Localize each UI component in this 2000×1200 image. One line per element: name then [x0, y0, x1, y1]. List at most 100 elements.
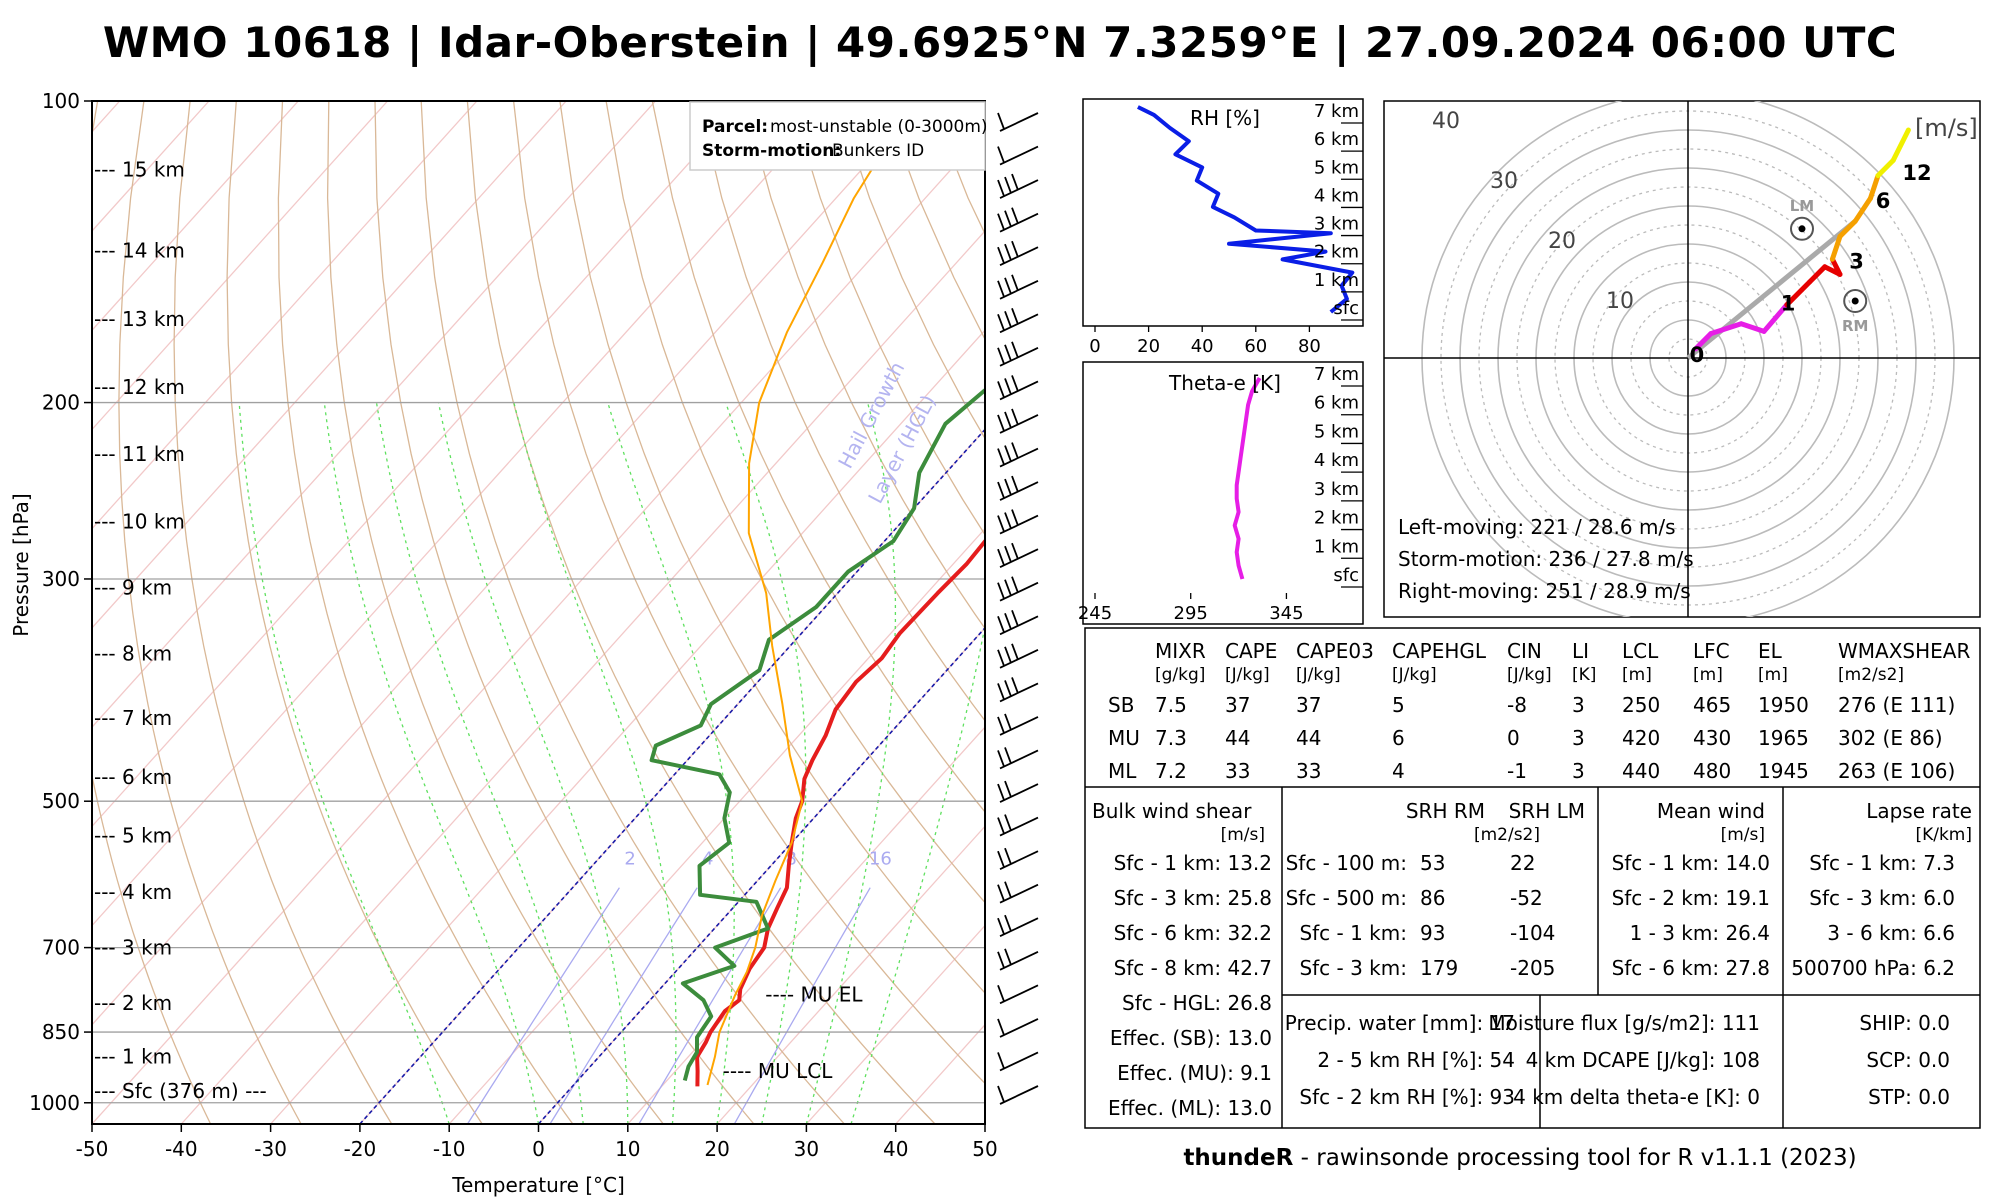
skewt-profiles: ---- MU EL ---- MU LCL	[649, 101, 985, 1087]
table-cell: 1965	[1758, 726, 1809, 750]
isotherm	[92, 101, 478, 530]
hodo-segment	[1852, 195, 1873, 224]
wind-barb	[997, 984, 1039, 1005]
wind-barbs	[997, 112, 1039, 1105]
x-tick-label: -10	[433, 1137, 466, 1161]
dry-adiabat	[226, 101, 483, 1124]
hodo-segment	[1708, 321, 1744, 337]
km-label: sfc	[1333, 298, 1359, 319]
x-tick-label: 10	[615, 1137, 640, 1161]
x-tick-label: 0	[532, 1137, 545, 1161]
table-unit: [J/kg]	[1392, 665, 1437, 685]
tick-label: 245	[1078, 603, 1112, 624]
hodo-ring-label: 40	[1432, 109, 1460, 134]
mixing-ratio-label: 2	[624, 849, 635, 870]
moist-adiabat	[850, 622, 985, 1124]
bulk-unit: [m/s]	[1221, 825, 1265, 845]
hodo-segment	[1761, 302, 1790, 334]
table-header: LCL	[1622, 639, 1659, 663]
hodo-height-marker: 6	[1876, 189, 1891, 213]
table-cell: -8	[1507, 693, 1527, 717]
mean-unit: [m/s]	[1721, 825, 1765, 845]
table-cell: 37	[1296, 693, 1321, 717]
y-axis-label: Pressure [hPa]	[9, 493, 33, 636]
parcel-line	[706, 101, 916, 1086]
isotherm	[92, 130, 985, 1124]
wind-barb	[997, 240, 1039, 267]
dry-adiabat	[277, 101, 574, 1124]
moist-adiabat	[725, 402, 807, 1124]
isotherm	[627, 726, 985, 1124]
height-label: --- 9 km	[94, 576, 172, 600]
storm-text: Right-moving: 251 / 28.9 m/s	[1398, 579, 1691, 603]
table-unit: [m]	[1758, 665, 1788, 685]
height-label: --- 3 km	[94, 936, 172, 960]
hodo-segment	[1867, 173, 1881, 201]
srh-lm-value: 22	[1510, 851, 1535, 875]
srh-lm-value: -205	[1510, 956, 1555, 980]
isotherm	[92, 101, 299, 332]
table-header: CAPE03	[1296, 639, 1374, 663]
hodo-ring-label: 20	[1548, 229, 1576, 254]
indices-table: MIXR[g/kg]CAPE[J/kg]CAPE03[J/kg]CAPEHGL[…	[1084, 627, 1981, 1129]
isotherm	[180, 230, 985, 1124]
km-label: 4 km	[1314, 185, 1359, 206]
tick-label: 60	[1244, 336, 1267, 357]
y-tick-label: 200	[42, 391, 80, 415]
bulk-row: Effec. (ML): 13.0	[1108, 1096, 1272, 1120]
km-label: 2 km	[1314, 508, 1359, 529]
dry-adiabat	[512, 101, 985, 1085]
svg-text:LM: LM	[1790, 197, 1815, 215]
km-label: 1 km	[1314, 536, 1359, 557]
height-label: --- 8 km	[94, 641, 172, 665]
isotherm	[92, 101, 835, 927]
km-label: 4 km	[1314, 450, 1359, 471]
srh-label: Sfc - 3 km:	[1299, 956, 1407, 980]
km-label: 6 km	[1314, 129, 1359, 150]
table-cell: 44	[1296, 726, 1321, 750]
lapse-row: 500700 hPa: 6.2	[1791, 956, 1955, 980]
mu-lcl-label: ---- MU LCL	[723, 1059, 834, 1083]
moist-adiabat	[238, 402, 450, 1124]
table-cell: 4	[1392, 759, 1405, 783]
x-tick-label: -40	[165, 1137, 198, 1161]
dewpoint-line	[649, 387, 985, 1082]
height-label: --- 7 km	[94, 706, 172, 730]
wind-barb	[997, 509, 1039, 535]
tick-label: 20	[1137, 336, 1160, 357]
table-cell: 5	[1392, 693, 1405, 717]
moist-adiabat	[437, 402, 629, 1124]
hodo-segment	[1875, 157, 1896, 179]
wind-barb	[997, 677, 1039, 703]
srh-rm-value: 179	[1420, 956, 1458, 980]
km-label: 3 km	[1314, 479, 1359, 500]
wind-barb	[997, 375, 1039, 401]
rh-axes: 7 km 6 km 5 km 4 km 3 km 2 km 1 km sfc 0 20 40 60 80	[1089, 101, 1363, 357]
y-tick-label: 100	[42, 89, 80, 113]
mixing-ratio-line	[466, 887, 620, 1124]
mean-row: Sfc - 1 km: 14.0	[1612, 851, 1770, 875]
isotherm	[92, 101, 567, 629]
wind-barb	[997, 847, 1039, 870]
wind-barb	[997, 713, 1039, 736]
skewt-axes: -50 -40 -30 -20 -10 0 10 20 30 40 50 100 200 300 500 70…	[9, 89, 998, 1197]
wind-barb	[997, 341, 1039, 367]
hodo-segment	[1829, 256, 1843, 277]
table-unit: [J/kg]	[1296, 665, 1341, 685]
page-title: WMO 10618 | Idar-Oberstein | 49.6925°N 7…	[102, 18, 1898, 67]
y-tick-label: 300	[42, 567, 80, 591]
srh-lm-title: SRH LM	[1509, 799, 1585, 823]
height-label: --- 11 km	[94, 442, 185, 466]
bulk-row: Sfc - 3 km: 25.8	[1114, 886, 1272, 910]
srh-lm-value: -52	[1510, 886, 1543, 910]
moist-adiabat	[375, 402, 584, 1124]
footer-bold: thundeR	[1183, 1145, 1294, 1171]
bulk-row: Sfc - HGL: 26.8	[1122, 991, 1272, 1015]
mixing-ratio-label: 16	[869, 849, 892, 870]
y-tick-label: 500	[42, 789, 80, 813]
wind-barb	[997, 112, 1039, 132]
dry-adiabat	[420, 101, 845, 1124]
table-unit: [J/kg]	[1507, 665, 1552, 685]
wind-barb	[997, 948, 1039, 971]
